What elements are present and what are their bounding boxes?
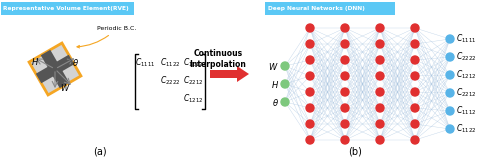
Circle shape	[376, 136, 384, 144]
Circle shape	[411, 136, 419, 144]
Text: $C_{1212}$: $C_{1212}$	[456, 69, 477, 81]
Circle shape	[411, 120, 419, 128]
Circle shape	[446, 35, 454, 43]
Circle shape	[376, 40, 384, 48]
Text: $C_{2212}$: $C_{2212}$	[183, 75, 203, 87]
Text: Periodic B.C.: Periodic B.C.	[77, 26, 136, 48]
Circle shape	[281, 80, 289, 88]
Text: $C_{2212}$: $C_{2212}$	[456, 87, 477, 99]
Circle shape	[341, 72, 349, 80]
Circle shape	[411, 72, 419, 80]
Circle shape	[411, 104, 419, 112]
Text: $\theta$: $\theta$	[272, 96, 279, 107]
Circle shape	[411, 56, 419, 64]
Circle shape	[341, 88, 349, 96]
Text: $C_{2222}$: $C_{2222}$	[160, 75, 180, 87]
Circle shape	[281, 62, 289, 70]
Circle shape	[341, 136, 349, 144]
Circle shape	[376, 88, 384, 96]
Circle shape	[341, 104, 349, 112]
Circle shape	[411, 24, 419, 32]
Circle shape	[306, 88, 314, 96]
Circle shape	[376, 72, 384, 80]
Circle shape	[306, 120, 314, 128]
Circle shape	[341, 56, 349, 64]
Circle shape	[306, 136, 314, 144]
Circle shape	[376, 104, 384, 112]
Text: $H$: $H$	[271, 79, 279, 90]
Circle shape	[411, 40, 419, 48]
Circle shape	[376, 56, 384, 64]
Text: $C_{1122}$: $C_{1122}$	[160, 57, 180, 69]
Text: (b): (b)	[348, 146, 362, 156]
Circle shape	[281, 98, 289, 106]
Text: $C_{1111}$: $C_{1111}$	[135, 57, 155, 69]
FancyBboxPatch shape	[1, 2, 134, 15]
Circle shape	[376, 24, 384, 32]
Circle shape	[306, 40, 314, 48]
Text: Representative Volume Element(RVE): Representative Volume Element(RVE)	[3, 6, 129, 11]
Circle shape	[306, 104, 314, 112]
Circle shape	[376, 120, 384, 128]
Circle shape	[446, 53, 454, 61]
Circle shape	[341, 120, 349, 128]
Polygon shape	[210, 66, 249, 82]
Text: $\theta$: $\theta$	[72, 57, 79, 68]
Circle shape	[306, 56, 314, 64]
Text: Deep Neural Networks (DNN): Deep Neural Networks (DNN)	[268, 6, 365, 11]
Text: $C_{1111}$: $C_{1111}$	[456, 33, 477, 45]
Polygon shape	[41, 50, 69, 88]
Text: W: W	[60, 84, 68, 93]
Text: $C_{1122}$: $C_{1122}$	[456, 123, 477, 135]
Circle shape	[446, 107, 454, 115]
Circle shape	[341, 40, 349, 48]
Text: $C_{1112}$: $C_{1112}$	[183, 57, 203, 69]
Circle shape	[341, 24, 349, 32]
Circle shape	[306, 24, 314, 32]
Text: $W$: $W$	[268, 61, 279, 72]
Circle shape	[306, 72, 314, 80]
Circle shape	[446, 125, 454, 133]
Text: $C_{1212}$: $C_{1212}$	[183, 93, 203, 105]
Text: $C_{1112}$: $C_{1112}$	[456, 105, 477, 117]
FancyBboxPatch shape	[265, 2, 395, 15]
Text: Continuous
Interpolation: Continuous Interpolation	[190, 49, 247, 69]
Text: $C_{2222}$: $C_{2222}$	[456, 51, 477, 63]
FancyArrowPatch shape	[213, 70, 245, 78]
Polygon shape	[29, 43, 81, 95]
Text: H: H	[32, 58, 38, 67]
Circle shape	[446, 89, 454, 97]
Circle shape	[411, 88, 419, 96]
Text: (a): (a)	[93, 146, 107, 156]
Circle shape	[446, 71, 454, 79]
Polygon shape	[36, 55, 74, 83]
